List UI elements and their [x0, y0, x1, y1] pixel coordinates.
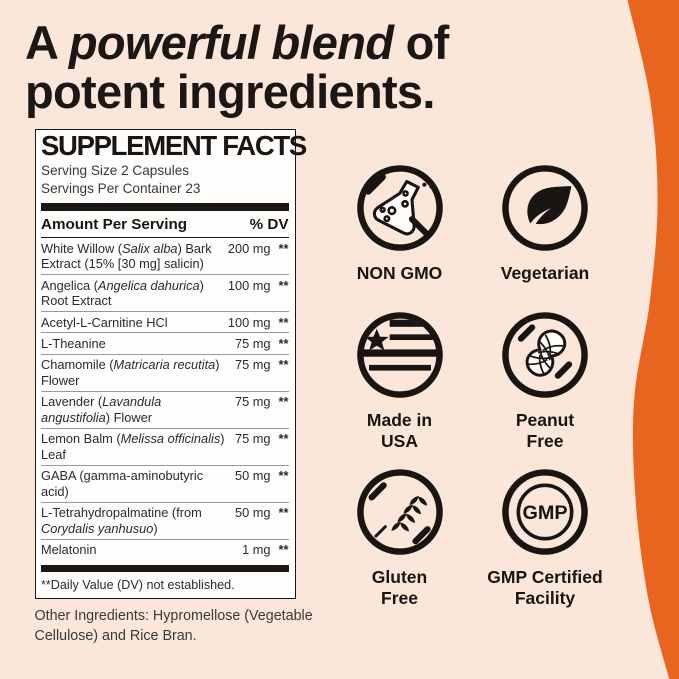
svg-text:GMP: GMP: [522, 502, 567, 524]
